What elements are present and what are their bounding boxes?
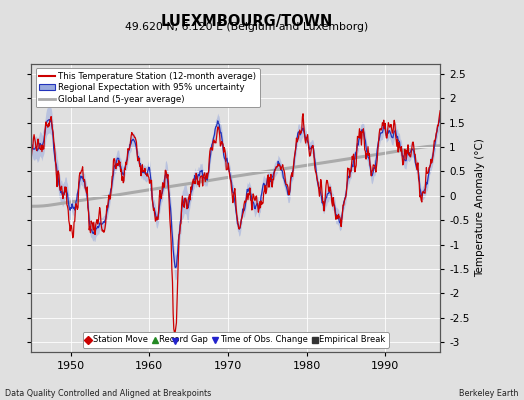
Text: Berkeley Earth: Berkeley Earth <box>460 389 519 398</box>
Text: 49.620 N, 6.120 E (Belgium and Luxemborg): 49.620 N, 6.120 E (Belgium and Luxemborg… <box>125 22 368 32</box>
Legend: Station Move, Record Gap, Time of Obs. Change, Empirical Break: Station Move, Record Gap, Time of Obs. C… <box>83 332 389 348</box>
Y-axis label: Temperature Anomaly (°C): Temperature Anomaly (°C) <box>475 138 485 278</box>
Text: Data Quality Controlled and Aligned at Breakpoints: Data Quality Controlled and Aligned at B… <box>5 389 212 398</box>
Text: LUEXMBOURG/TOWN: LUEXMBOURG/TOWN <box>160 14 332 29</box>
